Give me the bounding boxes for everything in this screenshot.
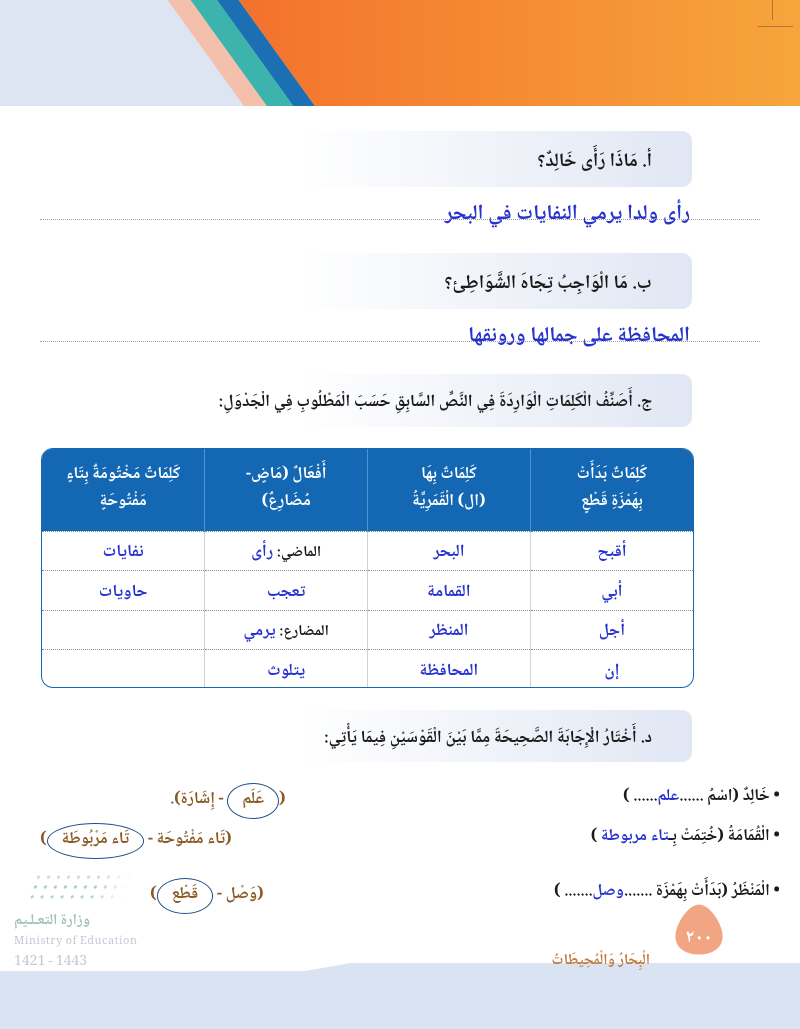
svg-text:٢٠٠: ٢٠٠ (686, 924, 712, 954)
